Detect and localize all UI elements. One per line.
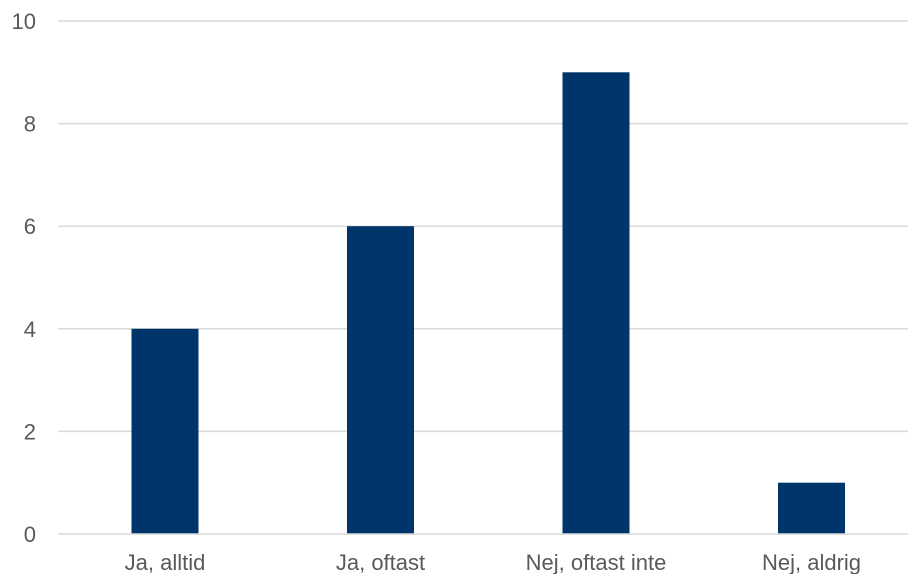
x-axis-tick-labels: Ja, alltid Ja, oftast Nej, oftast inte Nej,… [125,550,861,574]
bar [347,226,414,534]
x-tick-label: Ja, alltid [125,550,206,574]
y-tick-label: 8 [24,112,36,137]
x-tick-label: Nej, oftast inte [526,550,667,574]
y-tick-label: 4 [24,317,36,342]
y-tick-label: 0 [24,522,36,547]
x-tick-label: Ja, oftast [336,550,425,574]
bar [562,72,630,535]
y-tick-label: 6 [24,214,36,239]
bar [131,328,199,534]
y-tick-label: 2 [24,419,36,444]
x-tick-label: Nej, aldrig [762,550,861,574]
y-axis-tick-labels: 0 2 4 6 8 10 [12,9,36,547]
bar [778,482,845,534]
y-tick-label: 10 [12,9,36,34]
gridlines [58,20,908,433]
bars [131,72,845,535]
